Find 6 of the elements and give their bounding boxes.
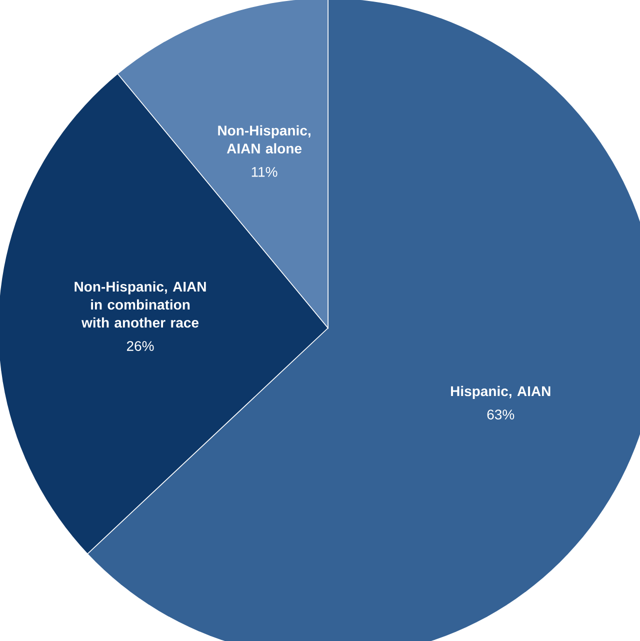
slice-label: Hispanic, AIAN xyxy=(451,386,550,399)
slice-label: Non-Hispanic, AIAN alone xyxy=(218,125,310,154)
data-label: 26% xyxy=(126,341,154,351)
data-label: 11% xyxy=(252,167,278,177)
slice-label: Non-Hispanic, AIAN in combination with another race xyxy=(74,281,206,328)
data-label: 63% xyxy=(487,410,514,420)
